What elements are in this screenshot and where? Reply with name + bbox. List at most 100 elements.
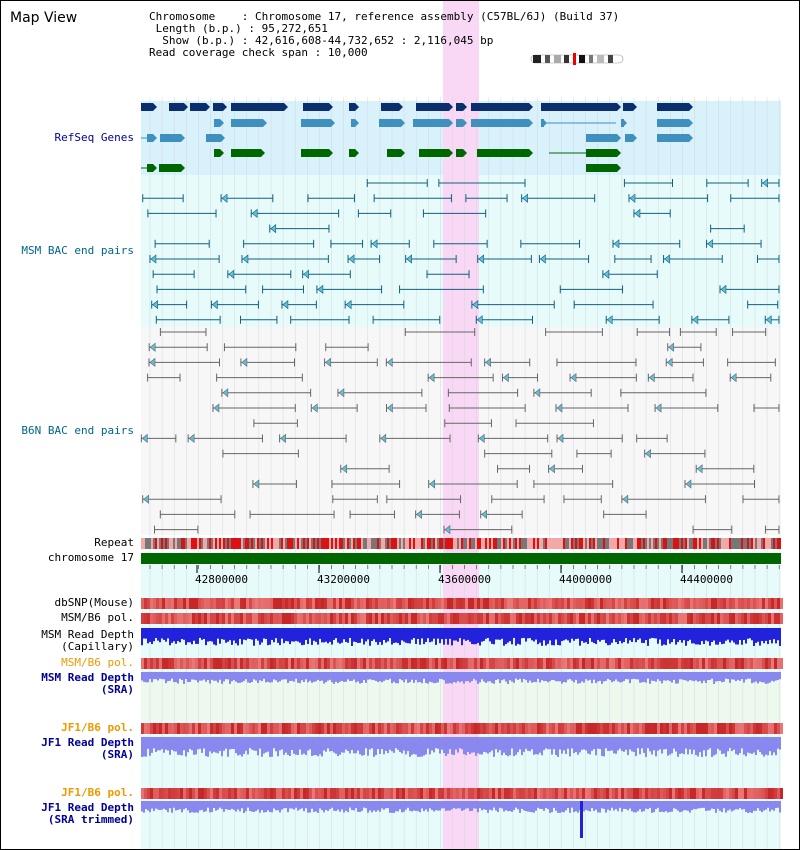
read-depth-bin xyxy=(677,737,679,757)
repeat-element xyxy=(499,538,501,549)
polymorphism-bin xyxy=(720,613,723,624)
polymorphism-bin xyxy=(729,788,732,799)
read-depth-bin xyxy=(317,737,319,757)
read-depth-bin xyxy=(369,801,371,811)
read-depth-bin xyxy=(641,801,643,812)
read-depth-bin xyxy=(273,737,275,749)
read-depth-bin xyxy=(171,737,173,750)
msm-bac-pairs[interactable] xyxy=(142,178,780,325)
msm-pol-strip-2[interactable] xyxy=(141,658,783,669)
axis-ticks xyxy=(149,565,780,573)
polymorphism-bin xyxy=(510,658,513,669)
repeat-element xyxy=(439,538,441,549)
read-depth-bin xyxy=(223,801,225,812)
read-depth-bin xyxy=(399,628,401,646)
polymorphism-bin xyxy=(735,613,738,624)
dbsnp-strip[interactable] xyxy=(141,598,783,609)
msm-depth-capillary-bars[interactable] xyxy=(141,628,781,646)
track-label-msm-pol-1[interactable]: MSM/B6 pol. xyxy=(61,611,134,624)
read-depth-bin xyxy=(771,672,773,681)
read-depth-bin xyxy=(339,801,341,812)
track-label-dbsnp[interactable]: dbSNP(Mouse) xyxy=(54,596,134,609)
bac-end-arrow xyxy=(150,254,157,264)
refseq-gene-row[interactable] xyxy=(141,103,693,111)
read-depth-bin xyxy=(231,672,233,682)
msm-depth-sra-bars[interactable] xyxy=(141,672,781,684)
repeat-element xyxy=(755,538,757,549)
msm-pol-strip-1[interactable] xyxy=(141,613,783,624)
read-depth-bin xyxy=(259,737,261,749)
polymorphism-bin xyxy=(192,613,195,624)
polymorphism-bin xyxy=(537,788,540,799)
read-depth-bin xyxy=(155,737,157,753)
polymorphism-bin xyxy=(183,598,186,609)
read-depth-bin xyxy=(357,672,359,682)
read-depth-bin xyxy=(643,737,645,753)
chromosome-ideogram[interactable] xyxy=(529,53,625,65)
track-label-msm-depth-sra[interactable]: MSM Read Depth (SRA) xyxy=(41,672,134,696)
track-label-jf1-pol-2[interactable]: JF1/B6 pol. xyxy=(61,786,134,799)
read-depth-bin xyxy=(771,737,773,756)
polymorphism-bin xyxy=(456,598,459,609)
bac-end-arrow xyxy=(472,299,479,310)
polymorphism-bin xyxy=(552,598,555,609)
polymorphism-bin xyxy=(771,613,774,624)
track-label-msm-pol-2[interactable]: MSM/B6 pol. xyxy=(61,656,134,669)
track-label-jf1-depth-sra[interactable]: JF1 Read Depth (SRA) xyxy=(41,737,134,761)
repeat-track[interactable] xyxy=(141,538,781,549)
polymorphism-bin xyxy=(378,613,381,624)
read-depth-bin xyxy=(475,628,477,645)
refseq-gene-row[interactable] xyxy=(214,149,621,157)
read-depth-bin xyxy=(777,801,779,808)
polymorphism-bin xyxy=(669,723,672,734)
jf1-pol-strip-1[interactable] xyxy=(141,723,783,734)
read-depth-bin xyxy=(557,737,559,757)
polymorphism-bin xyxy=(750,598,753,609)
read-depth-bin xyxy=(737,737,739,756)
polymorphism-bin xyxy=(612,788,615,799)
read-depth-bin xyxy=(415,801,417,811)
jf1-depth-trimmed-bars[interactable] xyxy=(141,801,781,838)
read-depth-bin xyxy=(395,672,397,684)
polymorphism-bin xyxy=(477,613,480,624)
polymorphism-bin xyxy=(567,598,570,609)
track-label-jf1-pol-1[interactable]: JF1/B6 pol. xyxy=(61,721,134,734)
read-depth-bin xyxy=(683,801,685,811)
polymorphism-bin xyxy=(762,788,765,799)
read-depth-bin xyxy=(223,737,225,751)
read-depth-bin xyxy=(317,628,319,645)
polymorphism-bin xyxy=(351,723,354,734)
polymorphism-bin xyxy=(150,613,153,624)
track-label-b6n-bac[interactable]: B6N BAC end pairs xyxy=(21,424,134,437)
read-depth-bin xyxy=(181,628,183,639)
read-depth-bin xyxy=(723,801,725,809)
read-depth-bin xyxy=(263,672,265,679)
read-depth-bin xyxy=(495,801,497,811)
polymorphism-bin xyxy=(624,788,627,799)
polymorphism-bin xyxy=(345,598,348,609)
read-depth-bin xyxy=(769,801,771,812)
jf1-depth-sra-bars[interactable] xyxy=(141,737,781,757)
b6n-bac-pairs[interactable] xyxy=(140,328,780,535)
read-depth-bin xyxy=(443,737,445,754)
read-depth-bin xyxy=(579,737,581,753)
track-label-refseq[interactable]: RefSeq Genes xyxy=(54,131,134,144)
refseq-gene-row[interactable] xyxy=(141,134,693,142)
polymorphism-bin xyxy=(723,613,726,624)
repeat-element xyxy=(549,538,551,549)
read-depth-bin xyxy=(741,628,743,645)
track-label-jf1-depth-trimmed[interactable]: JF1 Read Depth (SRA trimmed) xyxy=(41,802,134,826)
polymorphism-bin xyxy=(588,658,591,669)
jf1-pol-strip-2[interactable] xyxy=(141,788,783,799)
refseq-gene-row[interactable] xyxy=(214,119,693,127)
repeat-element xyxy=(765,538,767,549)
repeat-element xyxy=(585,538,587,549)
track-label-msm-depth-capillary[interactable]: MSM Read Depth (Capillary) xyxy=(41,629,134,653)
read-depth-bin xyxy=(195,672,197,681)
polymorphism-bin xyxy=(249,613,252,624)
polymorphism-bin xyxy=(318,658,321,669)
refseq-gene-row[interactable] xyxy=(141,164,621,172)
track-label-repeat: Repeat xyxy=(94,536,134,549)
polymorphism-bin xyxy=(681,788,684,799)
track-label-msm-bac[interactable]: MSM BAC end pairs xyxy=(21,244,134,257)
